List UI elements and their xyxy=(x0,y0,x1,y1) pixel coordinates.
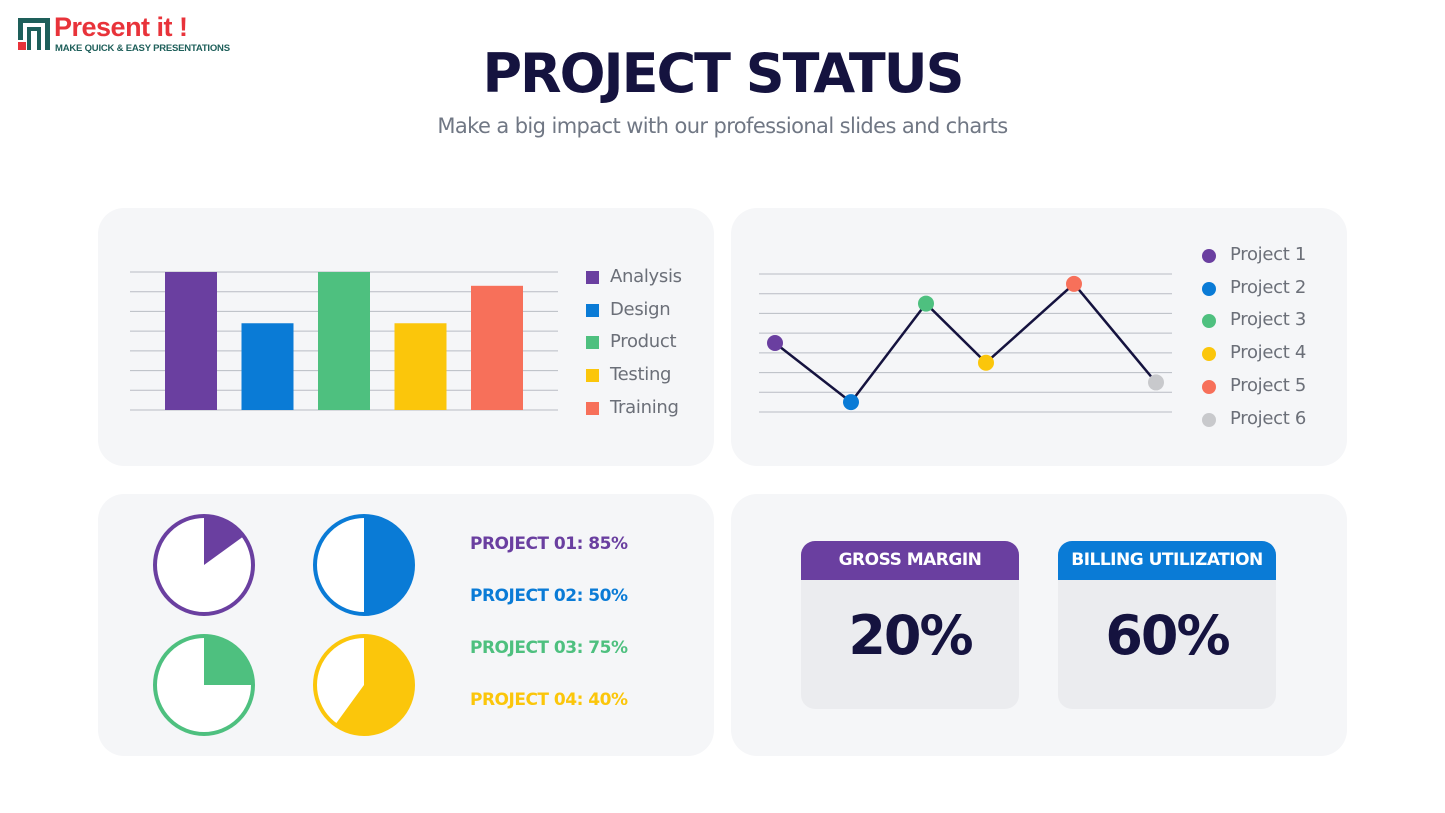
kpi-value: 20% xyxy=(848,604,973,667)
kpi-gross-margin: GROSS MARGIN 20% xyxy=(801,541,1019,709)
pie-charts-card: PROJECT 01: 85% PROJECT 02: 50% PROJECT 03… xyxy=(98,494,714,756)
bar-design xyxy=(241,323,294,410)
pie-slice xyxy=(364,516,413,614)
bar-analysis xyxy=(165,272,217,410)
point-project-5 xyxy=(1066,275,1082,292)
legend-swatch xyxy=(586,336,599,350)
pie-1 xyxy=(153,514,255,616)
pie-slice xyxy=(204,516,244,565)
legend-label: Project 3 xyxy=(1230,309,1307,331)
point-project-1 xyxy=(767,335,783,351)
legend-dot xyxy=(1202,281,1216,296)
logo-mark-icon xyxy=(18,18,50,50)
bar-chart xyxy=(130,271,558,411)
legend-swatch xyxy=(586,369,599,383)
line-chart-card: Project 1 Project 2 Project 3 Project 4 Proj… xyxy=(731,208,1347,466)
bar-training xyxy=(471,285,523,410)
legend-label: Testing xyxy=(610,364,672,386)
legend-label: Project 6 xyxy=(1230,407,1307,429)
pie-label: PROJECT 03: 75% xyxy=(470,638,628,658)
legend-label: Analysis xyxy=(610,266,682,287)
kpi-label: GROSS MARGIN xyxy=(801,541,1019,580)
page-subtitle: Make a big impact with our professional … xyxy=(437,114,1008,138)
legend-dot xyxy=(1202,314,1216,329)
pie-label: PROJECT 02: 50% xyxy=(470,586,628,606)
pie-4 xyxy=(313,634,415,736)
bar-testing xyxy=(394,323,447,410)
line-chart xyxy=(759,273,1172,413)
point-project-3 xyxy=(918,295,934,312)
legend-label: Project 2 xyxy=(1230,276,1307,298)
point-project-6 xyxy=(1148,374,1164,391)
bar-product xyxy=(318,272,370,410)
legend-dot xyxy=(1202,347,1216,362)
pie-charts xyxy=(153,514,415,736)
legend-label: Product xyxy=(610,331,677,353)
legend-label: Project 1 xyxy=(1230,244,1307,265)
legend-dot xyxy=(1202,249,1216,263)
legend-dot xyxy=(1202,412,1216,427)
point-project-2 xyxy=(843,394,859,411)
legend-label: Design xyxy=(610,298,671,320)
kpi-billing-utilization: BILLING UTILIZATION 60% xyxy=(1058,541,1276,709)
legend-dot xyxy=(1202,379,1216,394)
series-line xyxy=(774,282,1157,404)
brand-tagline: MAKE QUICK & EASY PRESENTATIONS xyxy=(55,43,230,54)
legend-swatch xyxy=(586,401,599,415)
pie-slice xyxy=(204,636,253,685)
legend-label: Project 4 xyxy=(1230,342,1307,364)
kpi-card: GROSS MARGIN 20% BILLING UTILIZATION 60% xyxy=(731,494,1347,756)
legend-swatch xyxy=(586,271,599,284)
kpi-value: 60% xyxy=(1105,604,1230,667)
point-project-4 xyxy=(978,354,994,371)
pie-2 xyxy=(313,514,415,616)
legend-label: Training xyxy=(610,396,679,418)
brand-logo: Present it ! MAKE QUICK & EASY PRESENTAT… xyxy=(16,12,230,60)
bar-chart-card: Analysis Design Product Testing Training xyxy=(98,208,714,466)
legend-label: Project 5 xyxy=(1230,374,1307,396)
brand-name: Present it ! xyxy=(54,12,188,42)
pie-label: PROJECT 04: 40% xyxy=(470,690,628,710)
pie-label: PROJECT 01: 85% xyxy=(470,534,628,554)
pie-slice xyxy=(335,636,413,734)
legend-swatch xyxy=(586,303,599,317)
pie-3 xyxy=(153,634,255,736)
page-title: PROJECT STATUS xyxy=(482,42,964,105)
kpi-label: BILLING UTILIZATION xyxy=(1058,541,1276,580)
